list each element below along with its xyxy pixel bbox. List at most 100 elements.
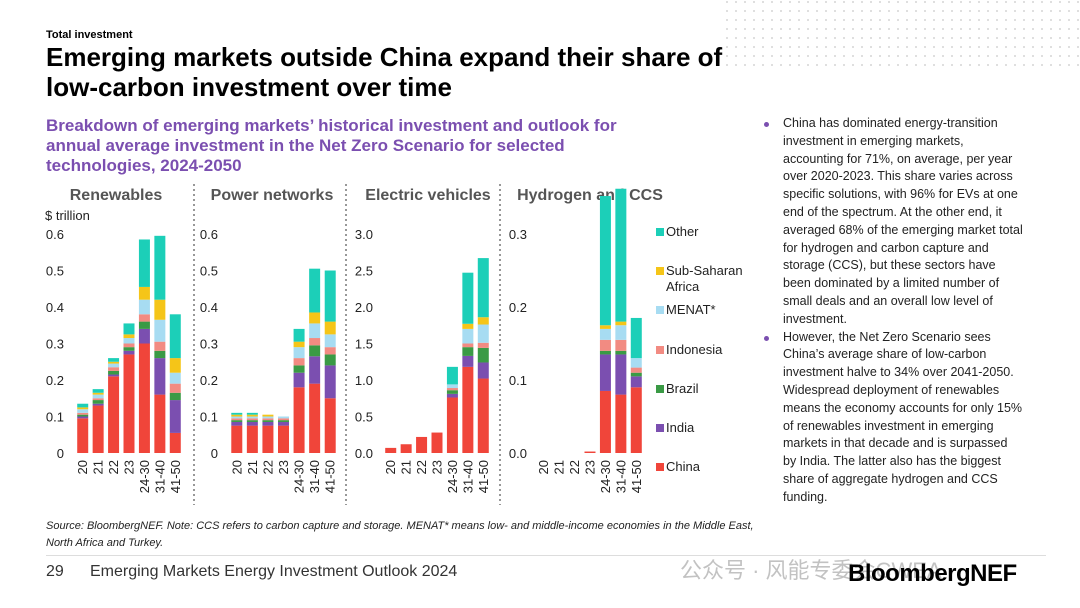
- document-name: Emerging Markets Energy Investment Outlo…: [90, 563, 458, 580]
- y-tick-label: 0.4: [200, 300, 218, 315]
- bar-segment: [108, 376, 120, 453]
- bar-segment: [246, 416, 258, 419]
- bar-segment: [154, 319, 166, 342]
- bullet-list: China has dominated energy-transition in…: [762, 115, 1024, 507]
- dot-pattern: [725, 0, 1080, 70]
- bar-segment: [385, 447, 397, 453]
- x-tick-label: 41-50: [629, 460, 644, 493]
- x-tick-label: 23: [583, 460, 598, 474]
- y-tick-label: 0.4: [46, 300, 64, 315]
- bar-segment: [446, 366, 458, 385]
- bar-segment: [615, 325, 627, 340]
- x-tick-label: 22: [567, 460, 582, 474]
- bar-segment: [77, 418, 89, 453]
- legend-item: Brazil: [656, 381, 756, 397]
- bar-segment: [615, 188, 627, 322]
- bar-segment: [309, 323, 321, 339]
- legend-item: India: [656, 420, 756, 436]
- bar-segment: [309, 345, 321, 357]
- y-tick-label: 0.5: [355, 410, 373, 425]
- bar-segment: [599, 328, 611, 340]
- bar-segment: [462, 347, 474, 356]
- x-tick-label: 24-30: [292, 460, 307, 493]
- x-tick-label: 41-50: [476, 460, 491, 493]
- y-tick-label: 2.0: [355, 300, 373, 315]
- bar-segment: [77, 416, 89, 419]
- bar-segment: [462, 272, 474, 324]
- bar-segment: [446, 397, 458, 453]
- legend-swatch: [656, 306, 664, 314]
- bar-segment: [309, 268, 321, 313]
- bar-segment: [92, 403, 104, 406]
- bar-segment: [262, 414, 274, 417]
- bar-segment: [169, 432, 181, 453]
- legend-label: Indonesia: [666, 342, 723, 357]
- y-tick-label: 2.5: [355, 264, 373, 279]
- bar-segment: [108, 367, 120, 371]
- bar-segment: [231, 416, 243, 419]
- y-tick-label: 0.1: [200, 410, 218, 425]
- bar-segment: [324, 334, 336, 348]
- legend-swatch: [656, 463, 664, 471]
- y-tick-label: 0.0: [509, 446, 527, 461]
- bar-segment: [108, 358, 120, 362]
- slide-title: Emerging markets outside China expand th…: [46, 42, 723, 102]
- bar-segment: [462, 343, 474, 348]
- x-tick-label: 24-30: [137, 460, 152, 493]
- bar-segment: [92, 394, 104, 399]
- bar-segment: [599, 350, 611, 355]
- y-tick-label: 0.2: [509, 300, 527, 315]
- panel-title: Power networks: [211, 187, 334, 204]
- bar-segment: [154, 299, 166, 320]
- x-tick-label: 31-40: [613, 460, 628, 493]
- legend-swatch: [656, 385, 664, 393]
- bar-segment: [123, 350, 135, 355]
- legend-label: Brazil: [666, 381, 699, 396]
- bar-segment: [477, 258, 489, 318]
- x-tick-label: 22: [414, 460, 429, 474]
- bar-segment: [262, 418, 274, 421]
- bar-segment: [630, 367, 642, 373]
- y-tick-label: 0.5: [46, 264, 64, 279]
- bar-segment: [138, 321, 150, 329]
- y-tick-label: 0.3: [200, 337, 218, 352]
- x-tick-label: 24-30: [598, 460, 613, 493]
- bar-segment: [92, 405, 104, 453]
- x-tick-label: 41-50: [168, 460, 183, 493]
- bar-segment: [246, 421, 258, 426]
- y-tick-label: 0.2: [200, 373, 218, 388]
- bar-segment: [77, 414, 89, 417]
- bar-segment: [446, 393, 458, 398]
- bar-segment: [231, 420, 243, 422]
- x-tick-label: 24-30: [445, 460, 460, 493]
- bar-segment: [630, 358, 642, 368]
- bar-segment: [262, 421, 274, 426]
- bar-segment: [599, 325, 611, 329]
- bar-segment: [138, 343, 150, 453]
- y-tick-label: 0.6: [200, 227, 218, 242]
- page-number: 29: [46, 563, 64, 580]
- bar-segment: [278, 421, 289, 426]
- bar-segment: [77, 412, 89, 415]
- bar-segment: [462, 355, 474, 367]
- legend-item: China: [656, 459, 756, 475]
- bar-segment: [262, 420, 274, 422]
- bar-segment: [615, 354, 627, 395]
- bar-segment: [309, 383, 321, 453]
- bar-segment: [262, 416, 274, 419]
- legend-label: MENAT*: [666, 302, 716, 317]
- x-tick-label: 21: [91, 460, 106, 474]
- x-tick-label: 23: [122, 460, 137, 474]
- x-tick-label: 31-40: [307, 460, 322, 493]
- footnote: Source: BloombergNEF. Note: CCS refers t…: [46, 520, 754, 549]
- bar-segment: [293, 358, 305, 366]
- bar-segment: [293, 372, 305, 388]
- bar-segment: [154, 394, 166, 453]
- bar-segment: [231, 418, 243, 421]
- y-tick-label: 0: [211, 446, 218, 461]
- chart-subtitle: Breakdown of emerging markets’ historica…: [46, 116, 617, 175]
- legend-swatch: [656, 267, 664, 275]
- panel-title: Electric vehicles: [365, 187, 491, 204]
- bar-segment: [154, 341, 166, 351]
- y-tick-label: 0.3: [46, 337, 64, 352]
